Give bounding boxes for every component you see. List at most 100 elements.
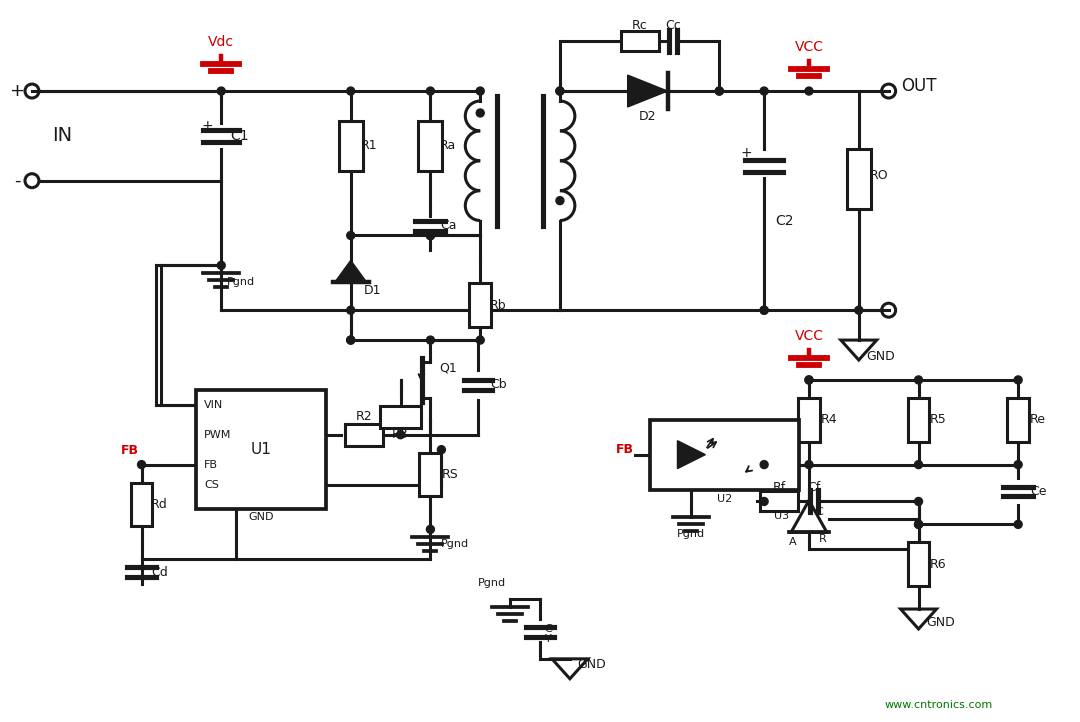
Polygon shape bbox=[677, 440, 705, 469]
Text: VCC: VCC bbox=[795, 40, 823, 54]
Text: +: + bbox=[741, 146, 752, 160]
Circle shape bbox=[805, 376, 813, 384]
Text: FB: FB bbox=[616, 443, 634, 456]
Bar bbox=[419, 453, 442, 497]
Circle shape bbox=[556, 87, 564, 95]
Circle shape bbox=[217, 87, 226, 95]
Bar bbox=[470, 283, 491, 327]
Text: Ca: Ca bbox=[441, 219, 457, 232]
Text: R3: R3 bbox=[392, 428, 409, 441]
Text: OUT: OUT bbox=[901, 77, 936, 95]
Bar bbox=[760, 492, 798, 511]
Text: C: C bbox=[544, 624, 552, 634]
Text: Y: Y bbox=[544, 634, 552, 644]
Circle shape bbox=[760, 306, 768, 314]
Text: GND: GND bbox=[248, 513, 274, 523]
Circle shape bbox=[915, 521, 922, 529]
Circle shape bbox=[556, 87, 564, 95]
Circle shape bbox=[760, 461, 768, 469]
Circle shape bbox=[1014, 461, 1022, 469]
Circle shape bbox=[347, 232, 354, 240]
Text: R1: R1 bbox=[361, 139, 377, 152]
Text: Q1: Q1 bbox=[440, 362, 457, 375]
Circle shape bbox=[137, 461, 146, 469]
Bar bbox=[907, 398, 930, 442]
Text: Cd: Cd bbox=[151, 565, 167, 579]
Circle shape bbox=[915, 376, 922, 384]
Bar bbox=[418, 121, 443, 170]
Circle shape bbox=[805, 461, 813, 469]
Text: VIN: VIN bbox=[204, 400, 224, 410]
Circle shape bbox=[347, 336, 354, 344]
Circle shape bbox=[760, 87, 768, 95]
Circle shape bbox=[476, 109, 484, 117]
Circle shape bbox=[760, 497, 768, 505]
Circle shape bbox=[476, 336, 484, 344]
Text: GND: GND bbox=[926, 617, 955, 630]
Circle shape bbox=[396, 431, 405, 439]
Text: Cb: Cb bbox=[490, 378, 507, 391]
Circle shape bbox=[1014, 376, 1022, 384]
Text: Ce: Ce bbox=[1030, 485, 1047, 498]
Text: RO: RO bbox=[869, 169, 888, 182]
Bar bbox=[345, 424, 382, 445]
Text: +: + bbox=[202, 119, 213, 133]
Circle shape bbox=[715, 87, 724, 95]
Text: FB: FB bbox=[204, 460, 218, 469]
Bar bbox=[649, 419, 799, 490]
Text: A: A bbox=[789, 537, 797, 547]
Text: -: - bbox=[14, 172, 21, 190]
Circle shape bbox=[1014, 521, 1022, 529]
Text: FB: FB bbox=[121, 444, 138, 457]
Text: R6: R6 bbox=[930, 557, 947, 570]
Circle shape bbox=[427, 336, 434, 344]
Bar bbox=[339, 121, 363, 170]
Text: Re: Re bbox=[1030, 413, 1047, 426]
Text: Cc: Cc bbox=[665, 19, 681, 32]
Text: IN: IN bbox=[52, 126, 72, 145]
Polygon shape bbox=[335, 261, 367, 282]
Text: PWM: PWM bbox=[204, 430, 232, 440]
Circle shape bbox=[476, 87, 484, 95]
Circle shape bbox=[427, 526, 434, 534]
Text: R5: R5 bbox=[930, 413, 947, 426]
Circle shape bbox=[915, 521, 922, 529]
Text: U1: U1 bbox=[251, 442, 271, 457]
Text: GND: GND bbox=[866, 349, 895, 362]
Text: Rf: Rf bbox=[772, 481, 786, 494]
Text: C2: C2 bbox=[774, 214, 794, 227]
Circle shape bbox=[427, 232, 434, 240]
Bar bbox=[907, 542, 930, 586]
Text: www.cntronics.com: www.cntronics.com bbox=[885, 700, 993, 710]
Circle shape bbox=[427, 232, 434, 240]
Bar bbox=[621, 31, 659, 51]
Circle shape bbox=[347, 87, 354, 95]
Polygon shape bbox=[627, 75, 667, 107]
Text: Cf: Cf bbox=[808, 481, 821, 494]
Text: Rc: Rc bbox=[632, 19, 648, 32]
Circle shape bbox=[805, 87, 813, 95]
Circle shape bbox=[760, 306, 768, 314]
Text: Vdc: Vdc bbox=[208, 35, 234, 49]
Text: R4: R4 bbox=[821, 413, 837, 426]
Circle shape bbox=[427, 232, 434, 240]
Text: U3: U3 bbox=[773, 511, 788, 521]
Text: Pgnd: Pgnd bbox=[227, 277, 255, 287]
Circle shape bbox=[854, 306, 863, 314]
Circle shape bbox=[556, 196, 564, 204]
Circle shape bbox=[915, 497, 922, 505]
Circle shape bbox=[217, 261, 226, 269]
Text: +: + bbox=[10, 82, 25, 100]
Text: Pgnd: Pgnd bbox=[677, 529, 705, 539]
Circle shape bbox=[437, 445, 445, 453]
Circle shape bbox=[805, 376, 813, 384]
Text: C1: C1 bbox=[230, 129, 248, 143]
Text: CS: CS bbox=[204, 479, 219, 490]
Text: D1: D1 bbox=[364, 284, 381, 297]
Text: GND: GND bbox=[578, 658, 606, 671]
Text: VCC: VCC bbox=[795, 329, 823, 343]
Circle shape bbox=[347, 306, 354, 314]
Text: C: C bbox=[815, 508, 823, 518]
Bar bbox=[847, 149, 870, 209]
Text: Ra: Ra bbox=[441, 139, 457, 152]
